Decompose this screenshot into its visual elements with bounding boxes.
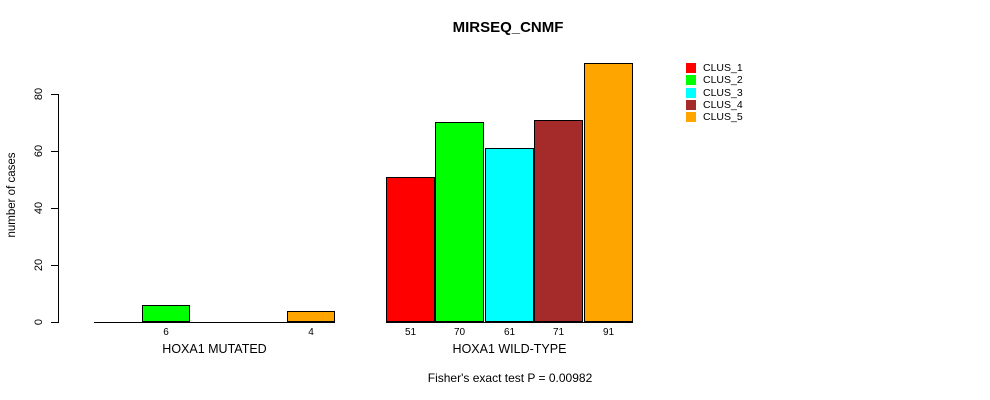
bar-clus_1 bbox=[386, 177, 435, 322]
legend-label: CLUS_2 bbox=[703, 74, 743, 87]
bar-clus_4 bbox=[534, 120, 583, 322]
legend-item: CLUS_3 bbox=[686, 87, 743, 99]
y-axis-tick bbox=[51, 265, 58, 266]
legend-swatch bbox=[686, 87, 696, 98]
y-axis-label: number of cases bbox=[6, 152, 18, 238]
group-baseline bbox=[386, 322, 633, 323]
legend-swatch bbox=[686, 63, 696, 74]
bar-clus_2 bbox=[435, 122, 484, 322]
y-axis-tick-label: 40 bbox=[33, 201, 45, 215]
legend-item: CLUS_4 bbox=[686, 99, 743, 111]
category-label: HOXA1 MUTATED bbox=[162, 342, 267, 356]
group-baseline bbox=[94, 322, 335, 323]
chart-title: MIRSEQ_CNMF bbox=[452, 19, 564, 36]
y-axis-line bbox=[58, 94, 59, 323]
legend-item: CLUS_2 bbox=[686, 74, 743, 86]
legend-swatch bbox=[686, 75, 696, 86]
legend-item: CLUS_1 bbox=[686, 62, 743, 74]
legend-item: CLUS_5 bbox=[686, 111, 743, 123]
y-axis-tick-label: 20 bbox=[33, 258, 45, 272]
bar-value-label: 70 bbox=[453, 327, 466, 338]
bar-value-label: 71 bbox=[552, 327, 565, 338]
bar-clus_3 bbox=[485, 148, 534, 322]
y-axis-tick bbox=[51, 322, 58, 323]
bar-value-label: 61 bbox=[503, 327, 516, 338]
bar-value-label: 51 bbox=[404, 327, 417, 338]
annotation-fisher-test: Fisher's exact test P = 0.00982 bbox=[427, 371, 593, 385]
legend-label: CLUS_5 bbox=[703, 111, 743, 124]
y-axis-tick-label: 0 bbox=[33, 318, 45, 326]
bar-clus_5 bbox=[584, 63, 633, 322]
bar-clus_2 bbox=[142, 305, 190, 322]
y-axis-tick bbox=[51, 94, 58, 95]
bar-clus_5 bbox=[287, 311, 335, 322]
legend-swatch bbox=[686, 112, 696, 123]
legend: CLUS_1 CLUS_2 CLUS_3 CLUS_4 CLUS_5 bbox=[686, 62, 743, 123]
bar-value-label: 4 bbox=[308, 327, 314, 338]
bar-value-label: 91 bbox=[602, 327, 615, 338]
y-axis-tick-label: 80 bbox=[33, 87, 45, 101]
legend-swatch bbox=[686, 100, 696, 111]
legend-label: CLUS_4 bbox=[703, 99, 743, 112]
y-axis-tick bbox=[51, 151, 58, 152]
bar-value-label: 6 bbox=[163, 327, 169, 338]
legend-label: CLUS_3 bbox=[703, 86, 743, 99]
y-axis-tick-label: 60 bbox=[33, 144, 45, 158]
category-label: HOXA1 WILD-TYPE bbox=[452, 342, 567, 356]
y-axis-tick bbox=[51, 208, 58, 209]
legend-label: CLUS_1 bbox=[703, 62, 743, 75]
